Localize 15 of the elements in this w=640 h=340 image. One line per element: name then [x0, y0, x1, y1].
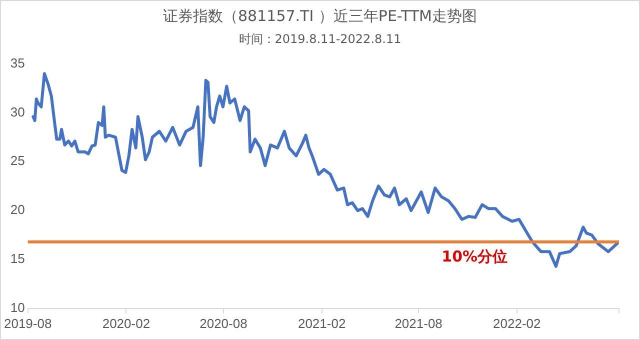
y-tick-label: 30 [10, 104, 25, 120]
y-tick-label: 10 [10, 300, 25, 315]
x-tick-label: 2019-08 [4, 316, 52, 331]
x-tick-label: 2022-02 [493, 316, 541, 331]
x-tick-label: 2021-08 [394, 316, 442, 331]
x-tick-label: 2020-08 [200, 316, 248, 331]
y-tick-label: 20 [10, 202, 25, 218]
chart-subtitle: 时间：2019.8.11-2022.8.11 [238, 31, 402, 48]
y-tick-label: 25 [10, 153, 25, 168]
y-tick-label: 35 [10, 55, 25, 70]
chart-title: 证券指数（881157.TI ）近三年PE-TTM走势图 [162, 7, 478, 26]
x-tick-label: 2021-02 [298, 316, 346, 331]
ref-line-label: 10%分位 [442, 247, 508, 266]
y-tick-label: 15 [10, 251, 25, 266]
x-tick-label: 2020-02 [102, 316, 150, 331]
